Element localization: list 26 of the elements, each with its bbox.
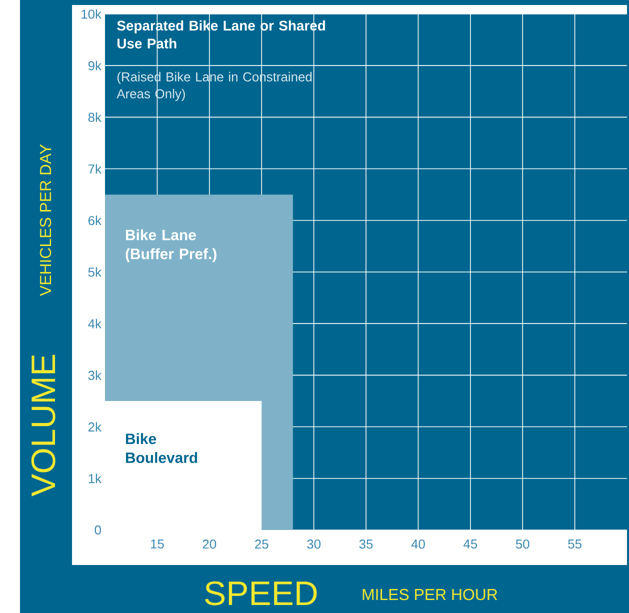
x-tick-label: 25 — [255, 540, 268, 549]
y-tick-label: 9k — [88, 60, 102, 70]
y-tick-label: 2k — [88, 422, 102, 432]
x-tick-label: 35 — [359, 540, 373, 549]
y-tick-label: 7k — [88, 164, 102, 174]
x-tick-label: 15 — [150, 540, 164, 549]
text: MILES PER HOUR — [362, 588, 498, 600]
x-tick-label: 30 — [307, 540, 321, 549]
x-tick-label: 45 — [464, 540, 478, 549]
series-label: Bike Boulevard — [126, 433, 198, 464]
x-tick-label: 50 — [516, 540, 530, 549]
y-tick-label: 4k — [88, 318, 102, 328]
y-tick-label: 8k — [88, 112, 102, 122]
text: VEHICLES PER DAY — [40, 144, 52, 296]
x-axis-title: SPEED — [205, 581, 317, 606]
y-tick-label: 5k — [88, 267, 102, 277]
y-tick-label: 10k — [82, 9, 102, 19]
y-axis-title: VOLUME — [31, 354, 56, 496]
x-tick-label: 20 — [202, 540, 216, 549]
x-tick-label: 55 — [568, 540, 582, 549]
x-tick-label: 40 — [411, 540, 425, 549]
y-tick-label: 1k — [88, 474, 102, 484]
y-tick-label: 3k — [88, 370, 102, 380]
y-tick-label: 0 — [94, 525, 101, 535]
y-tick-label: 6k — [88, 216, 102, 226]
series-label: Bike Lane (Buffer Pref.) — [126, 229, 216, 262]
